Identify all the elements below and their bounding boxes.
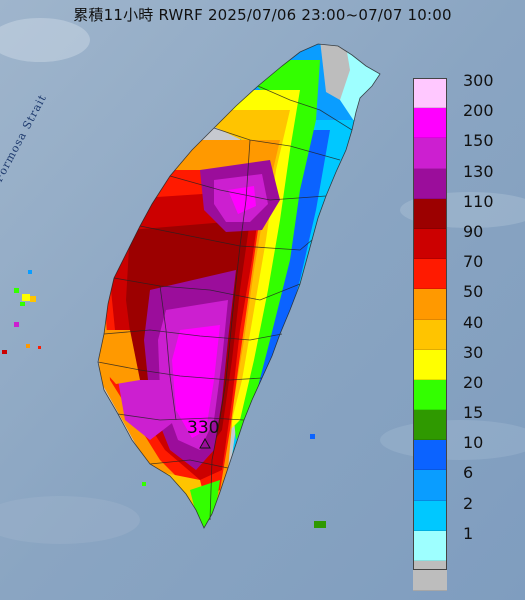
legend-label: 1	[463, 523, 474, 543]
legend-item: 1	[413, 524, 503, 561]
legend-swatch	[413, 349, 447, 380]
legend-swatch	[413, 470, 447, 501]
legend-swatch	[413, 228, 447, 260]
legend-label: 2	[463, 493, 474, 513]
legend-item: 2	[413, 494, 503, 531]
legend-label: 130	[463, 161, 494, 181]
precipitation-legend: 300 200 150 130 110 90 70 50 40 30 20 15 10 6 2 1	[413, 71, 503, 592]
legend-swatch	[413, 168, 447, 199]
legend-item: 70	[413, 252, 503, 290]
legend-item: 150	[413, 131, 503, 169]
legend-label: 6	[463, 463, 474, 483]
legend-label: 90	[463, 221, 484, 241]
legend-swatch	[413, 198, 447, 229]
legend-label: 10	[463, 433, 484, 453]
legend-label: 30	[463, 342, 484, 362]
legend-item: 20	[413, 373, 503, 411]
legend-swatch	[413, 530, 447, 561]
legend-swatch	[413, 379, 447, 411]
map-title: 累積11小時 RWRF 2025/07/06 23:00~07/07 10:00	[73, 6, 452, 24]
eastern-islets	[142, 434, 326, 528]
legend-swatch	[413, 440, 447, 471]
legend-swatch	[413, 78, 447, 109]
legend-swatch	[413, 319, 447, 350]
legend-label: 15	[463, 403, 484, 423]
legend-label: 20	[463, 372, 484, 392]
legend-item: 6	[413, 463, 503, 501]
penghu-islands	[2, 270, 41, 354]
legend-item	[413, 561, 503, 592]
legend-label: 110	[463, 191, 494, 211]
legend-label: 50	[463, 282, 484, 302]
legend-item: 130	[413, 162, 503, 199]
legend-swatch	[413, 259, 447, 290]
legend-item: 30	[413, 343, 503, 380]
county-boundaries	[97, 43, 381, 529]
legend-item: 90	[413, 222, 503, 260]
legend-item: 200	[413, 101, 503, 139]
legend-label: 150	[463, 131, 494, 151]
legend-item: 110	[413, 192, 503, 229]
legend-label: 40	[463, 312, 484, 332]
legend-item: 40	[413, 313, 503, 350]
legend-label: 300	[463, 71, 494, 90]
legend-label: 70	[463, 252, 484, 272]
peak-value-label: 330	[187, 418, 220, 438]
legend-swatch	[413, 410, 447, 441]
legend-swatch	[413, 289, 447, 320]
legend-swatch	[413, 500, 447, 531]
legend-item: 300	[413, 71, 503, 109]
legend-label: 200	[463, 101, 494, 121]
legend-swatch	[413, 138, 447, 169]
legend-swatch	[413, 108, 447, 139]
legend-swatch	[413, 561, 447, 592]
legend-item: 50	[413, 282, 503, 320]
legend-item: 15	[413, 403, 503, 441]
legend-item: 10	[413, 433, 503, 471]
peak-marker-icon	[199, 438, 211, 449]
